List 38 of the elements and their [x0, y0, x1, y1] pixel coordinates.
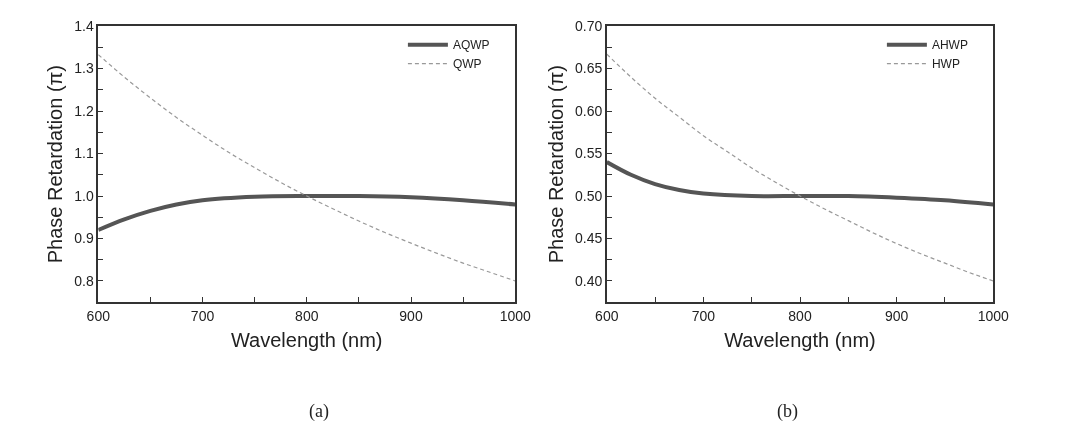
y-tick-label: 0.70: [574, 18, 603, 35]
legend-label: AQWP: [452, 38, 490, 53]
y-tick-label: 1.4: [74, 18, 94, 35]
y-tick-label: 0.65: [574, 60, 603, 77]
x-tick-label: 900: [399, 307, 423, 324]
x-tick-label: 700: [691, 307, 716, 324]
text: (b): [777, 401, 798, 422]
x-tick-label: 600: [595, 307, 619, 324]
x-tick-label: 800: [295, 307, 319, 324]
y-tick-label: 0.40: [574, 272, 603, 289]
legend-label: QWP: [452, 57, 482, 72]
text: (a): [309, 401, 329, 422]
y-tick-label: 1.1: [74, 145, 94, 162]
x-axis-title: Wavelength (nm): [724, 328, 876, 351]
y-tick-label: 1.3: [74, 60, 94, 77]
legend-label: AHWP: [931, 38, 968, 53]
x-axis-title: Wavelength (nm): [230, 328, 383, 351]
x-tick-label: 800: [788, 307, 812, 324]
x-tick-label: 900: [884, 307, 909, 324]
line-series: [606, 53, 994, 282]
y-tick-label: 0.50: [574, 187, 603, 204]
y-axis-title: Phase Retardation (π): [544, 64, 567, 264]
x-tick-label: 700: [190, 307, 215, 324]
y-tick-label: 1.0: [74, 187, 94, 204]
y-tick-label: 0.9: [74, 230, 94, 247]
line-series: [98, 193, 516, 232]
y-tick-label: 1.2: [74, 102, 94, 119]
line-series: [606, 160, 994, 207]
y-axis-title: Phase Retardation (π): [44, 64, 67, 264]
line-series: [98, 53, 516, 282]
y-tick-label: 0.8: [74, 272, 94, 289]
x-tick-label: 600: [86, 307, 111, 324]
y-tick-label: 0.55: [574, 145, 603, 162]
y-tick-label: 0.60: [574, 102, 603, 119]
legend-label: HWP: [931, 57, 960, 72]
x-tick-label: 1000: [977, 307, 1010, 324]
y-tick-label: 0.45: [574, 230, 603, 247]
x-tick-label: 1000: [499, 307, 532, 324]
